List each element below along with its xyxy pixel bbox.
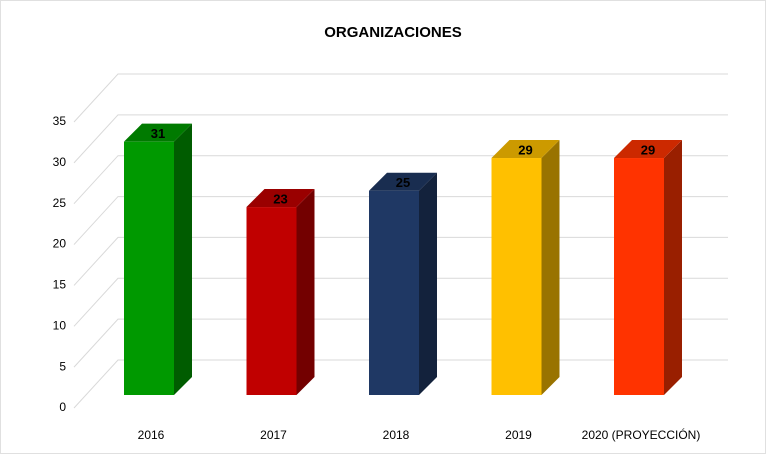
- y-tick-label: 25: [53, 196, 67, 210]
- bar-side: [664, 140, 682, 395]
- bar-top: [124, 123, 192, 142]
- y-tick-label: 15: [53, 278, 67, 292]
- x-tick-label: 2020 (PROYECCIÓN): [582, 427, 701, 442]
- bar-top: [614, 140, 682, 159]
- data-label: 29: [518, 142, 532, 157]
- x-tick-label: 2018: [383, 428, 410, 442]
- y-tick-label: 20: [53, 237, 67, 251]
- grid-line: [73, 114, 728, 164]
- y-tick-label: 30: [53, 155, 67, 169]
- bar-side: [296, 189, 315, 395]
- data-label: 31: [151, 126, 165, 141]
- bar-front: [124, 141, 174, 395]
- data-label: 23: [273, 191, 287, 206]
- bar-front: [491, 158, 542, 395]
- bar-top: [246, 189, 315, 208]
- bar-top: [491, 140, 560, 159]
- bar: [491, 140, 560, 395]
- x-tick-label: 2016: [138, 428, 165, 442]
- y-tick-label: 35: [53, 114, 67, 128]
- bar: [369, 172, 437, 395]
- data-label: 25: [396, 175, 410, 190]
- bar-front: [246, 207, 297, 395]
- bar-side: [419, 172, 437, 395]
- grid-line: [73, 73, 728, 123]
- bar-front: [369, 190, 419, 395]
- bar-top: [369, 172, 437, 191]
- y-tick-label: 5: [59, 359, 66, 373]
- x-tick-label: 2017: [260, 428, 287, 442]
- data-label: 29: [641, 142, 655, 157]
- x-tick-label: 2019: [505, 428, 532, 442]
- bar-side: [541, 140, 560, 395]
- bar-side: [174, 123, 192, 395]
- chart-title: ORGANIZACIONES: [324, 24, 462, 41]
- y-tick-label: 0: [59, 400, 66, 414]
- bar: [614, 140, 682, 395]
- bar: [246, 189, 315, 395]
- y-tick-label: 10: [53, 318, 67, 332]
- bar-front: [614, 158, 664, 395]
- bar: [124, 123, 192, 395]
